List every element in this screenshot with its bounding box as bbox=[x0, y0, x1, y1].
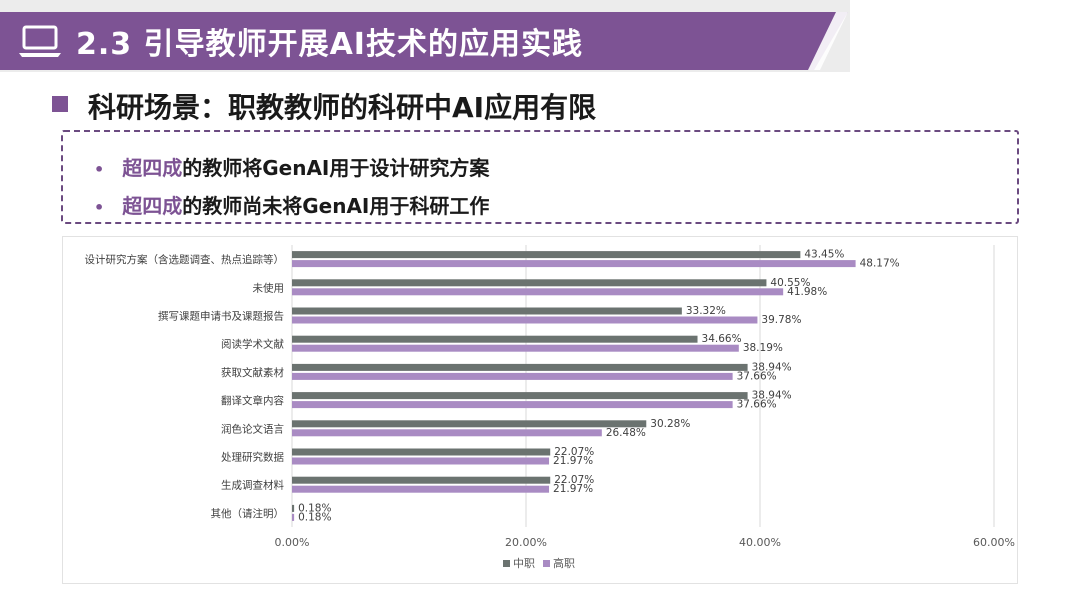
x-tick-label: 20.00% bbox=[505, 536, 547, 549]
data-label: 33.32% bbox=[686, 305, 726, 317]
data-label: 26.48% bbox=[606, 427, 646, 439]
data-label: 39.78% bbox=[761, 314, 801, 326]
title-band bbox=[0, 12, 848, 70]
data-label: 34.66% bbox=[702, 333, 742, 345]
data-label: 21.97% bbox=[553, 455, 593, 467]
data-label: 38.94% bbox=[752, 390, 792, 402]
bar-高职 bbox=[292, 485, 550, 493]
page-title: 2.3 引导教师开展AI技术的应用实践 bbox=[76, 27, 583, 62]
data-label: 0.18% bbox=[298, 502, 331, 514]
data-label: 22.07% bbox=[554, 446, 594, 458]
bar-高职 bbox=[292, 457, 550, 465]
bar-中职 bbox=[292, 279, 767, 287]
note-highlight: 超四成 bbox=[122, 194, 183, 218]
bar-高职 bbox=[292, 372, 733, 380]
data-label: 30.28% bbox=[650, 418, 690, 430]
category-label: 处理研究数据 bbox=[221, 451, 284, 464]
category-label: 设计研究方案（含选题调查、热点追踪等） bbox=[85, 253, 285, 266]
bar-中职 bbox=[292, 476, 551, 484]
note-item-2: • 超四成的教师尚未将GenAI用于科研工作 bbox=[94, 190, 489, 219]
legend-swatch bbox=[503, 560, 510, 567]
note-highlight: 超四成 bbox=[122, 156, 183, 180]
legend-swatch bbox=[543, 560, 550, 567]
data-label: 37.66% bbox=[737, 370, 777, 382]
category-label: 撰写课题申请书及课题报告 bbox=[158, 310, 284, 323]
bar-高职 bbox=[292, 288, 784, 296]
note-text: 的教师尚未将GenAI用于科研工作 bbox=[182, 194, 490, 218]
bar-高职 bbox=[292, 513, 295, 521]
highlight-note-box bbox=[61, 130, 1019, 224]
bar-中职 bbox=[292, 504, 295, 512]
bar-中职 bbox=[292, 363, 748, 371]
bar-高职 bbox=[292, 260, 856, 268]
category-label: 未使用 bbox=[253, 281, 285, 294]
data-label: 43.45% bbox=[804, 249, 844, 261]
category-label: 阅读学术文献 bbox=[221, 338, 284, 351]
bar-中职 bbox=[292, 392, 748, 400]
data-label: 38.19% bbox=[743, 342, 783, 354]
bullet-dot-icon: • bbox=[94, 160, 105, 179]
bar-中职 bbox=[292, 307, 682, 315]
data-label: 38.94% bbox=[752, 361, 792, 373]
section-heading: 科研场景：职教教师的科研中AI应用有限 bbox=[88, 91, 597, 124]
bar-高职 bbox=[292, 429, 602, 437]
x-tick-label: 60.00% bbox=[973, 536, 1015, 549]
bar-中职 bbox=[292, 448, 551, 456]
data-label: 41.98% bbox=[787, 286, 827, 298]
bar-中职 bbox=[292, 335, 698, 343]
data-label: 22.07% bbox=[554, 474, 594, 486]
note-item-1: • 超四成的教师将GenAI用于设计研究方案 bbox=[94, 152, 489, 181]
category-label: 生成调查材料 bbox=[221, 479, 284, 492]
legend-label: 高职 bbox=[553, 556, 575, 570]
data-label: 48.17% bbox=[860, 258, 900, 270]
category-label: 翻译文章内容 bbox=[221, 394, 284, 407]
bar-中职 bbox=[292, 420, 647, 428]
bar-中职 bbox=[292, 251, 801, 259]
bar-高职 bbox=[292, 344, 739, 352]
laptop-icon bbox=[19, 25, 61, 57]
bar-chart: 0.00% 20.00% 40.00% 60.00% 设计研究方案（含选题调查、热点追踪… bbox=[85, 245, 1015, 570]
data-label: 37.66% bbox=[737, 399, 777, 411]
data-label: 0.18% bbox=[298, 511, 331, 523]
bullet-dot-icon: • bbox=[94, 198, 105, 217]
category-label: 获取文献素材 bbox=[221, 366, 284, 379]
data-label: 21.97% bbox=[553, 483, 593, 495]
bar-高职 bbox=[292, 401, 733, 409]
x-tick-label: 40.00% bbox=[739, 536, 781, 549]
chart-panel: 0.00% 20.00% 40.00% 60.00% 设计研究方案（含选题调查、热点追踪… bbox=[62, 236, 1018, 584]
legend-label: 中职 bbox=[513, 557, 535, 570]
note-text: 的教师将GenAI用于设计研究方案 bbox=[182, 156, 490, 180]
section-bullet-square bbox=[52, 96, 68, 112]
category-label: 其他（请注明） bbox=[211, 507, 285, 520]
category-label: 润色论文语言 bbox=[221, 422, 284, 435]
data-label: 40.55% bbox=[770, 277, 810, 289]
bar-高职 bbox=[292, 316, 758, 324]
x-tick-label: 0.00% bbox=[275, 536, 310, 549]
